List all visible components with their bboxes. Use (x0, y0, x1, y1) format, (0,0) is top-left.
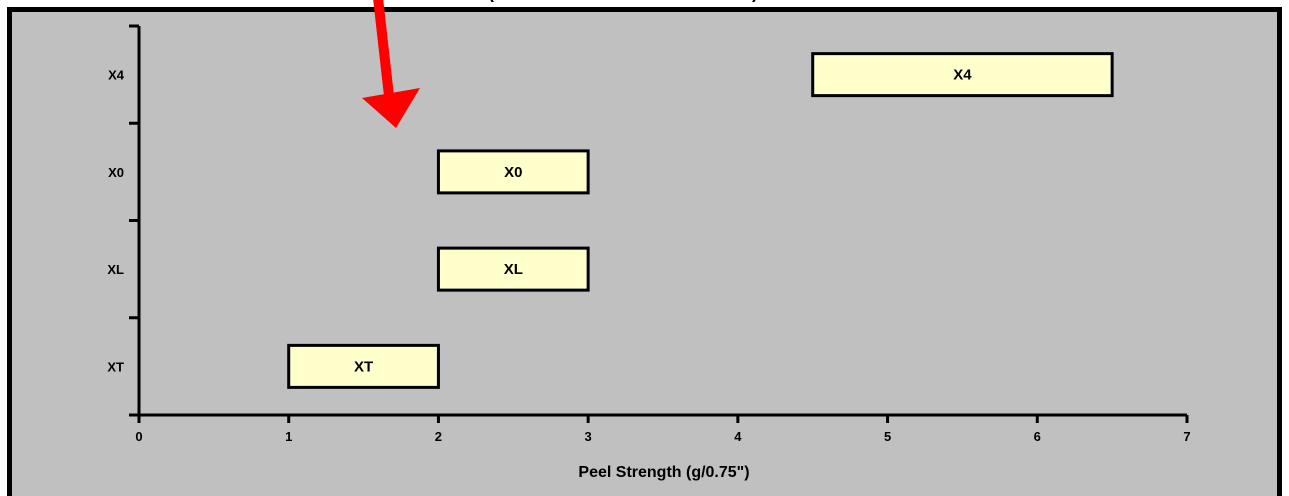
bar-label: XL (504, 261, 523, 278)
red-arrow-icon (362, 0, 420, 128)
svg-text:): ) (752, 0, 758, 2)
range-bar (811, 52, 1114, 98)
x-axis-title: Peel Strength (g/0.75") (578, 464, 749, 481)
bar-label: X4 (953, 67, 972, 84)
y-tick-label: X0 (108, 165, 124, 180)
y-tick-labels: XT XL X0 X4 (107, 68, 124, 375)
bars: XT XL X0 X4 (287, 52, 1114, 389)
range-bar (436, 246, 590, 292)
axes (129, 24, 1189, 423)
x-tick-label: 7 (1183, 429, 1190, 444)
y-tick-label: XT (107, 359, 124, 374)
x-tick-label: 4 (734, 429, 742, 444)
bar-label: XT (354, 358, 373, 375)
y-tick-label: X4 (108, 68, 125, 83)
x-tick-label: 3 (585, 429, 592, 444)
x-tick-labels: 0 1 2 3 4 5 6 7 (135, 429, 1190, 444)
x-tick-label: 0 (135, 429, 142, 444)
arrow-shaft (373, 0, 394, 97)
x-tick-label: 1 (285, 429, 292, 444)
bar-label: X0 (504, 164, 522, 181)
range-bar (287, 343, 440, 389)
svg-text:(: ( (488, 0, 494, 2)
x-tick-label: 5 (884, 429, 891, 444)
y-tick-label: XL (107, 262, 124, 277)
clipped-title-fragment: ( ) (488, 0, 758, 2)
x-tick-label: 2 (435, 429, 442, 444)
range-bar (436, 149, 590, 195)
x-tick-label: 6 (1034, 429, 1041, 444)
arrow-head (362, 88, 420, 128)
